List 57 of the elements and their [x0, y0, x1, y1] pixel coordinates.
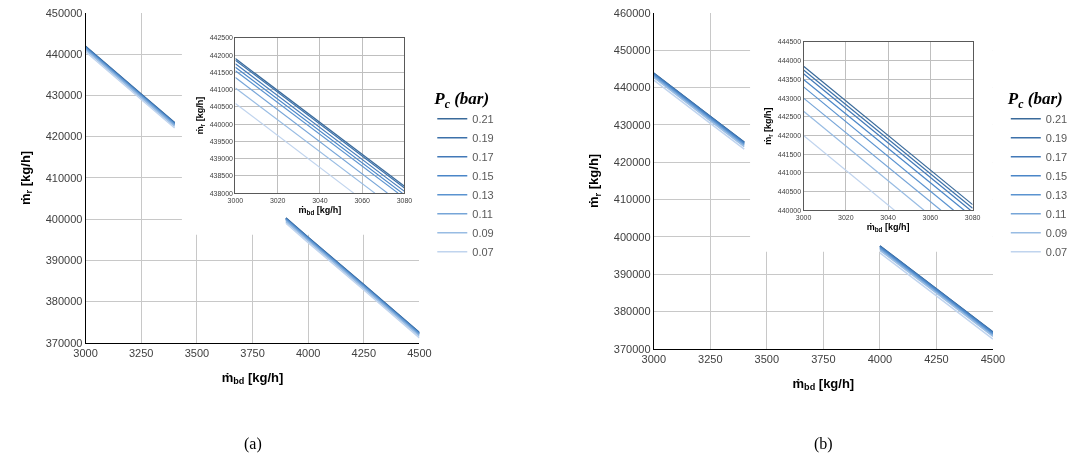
legend-label: 0.15 — [472, 170, 494, 183]
y-tick-label: 440000 — [613, 81, 651, 94]
legend-label: 0.11 — [1045, 208, 1067, 221]
y-tick-label: 390000 — [45, 254, 83, 267]
legend-label: 0.19 — [472, 132, 494, 145]
legend-label: 0.09 — [1045, 227, 1068, 240]
legend-label: 0.17 — [1045, 151, 1068, 164]
y-tick-label: 430000 — [613, 118, 651, 131]
x-axis-title: ṁ$_{bd}$ [kg/h] — [298, 205, 342, 217]
x-axis-title: ṁ$_{bd}$ [kg/h] — [866, 222, 910, 234]
y-tick-label: 400000 — [613, 230, 651, 243]
y-tick-label: 390000 — [613, 268, 651, 281]
y-tick-label: 370000 — [45, 336, 83, 349]
legend-label: 0.21 — [1045, 113, 1068, 126]
x-tick-label: 3500 — [184, 347, 210, 359]
legend-label: 0.07 — [472, 246, 494, 259]
y-tick-label: 460000 — [613, 6, 651, 19]
legend-label: 0.09 — [472, 227, 494, 240]
legend-label: 0.15 — [1045, 170, 1068, 183]
legend-title: P$_{c}$ (bar) — [1006, 89, 1063, 111]
x-tick-label: 4000 — [867, 353, 893, 366]
legend-label: 0.07 — [1045, 246, 1068, 259]
y-tick-label: 450000 — [613, 44, 651, 57]
x-tick-label: 4250 — [924, 353, 949, 366]
x-tick-label: 4500 — [980, 353, 1006, 366]
legend-title: P$_{c}$ (bar) — [433, 89, 490, 111]
x-tick-label: 3750 — [811, 353, 836, 366]
y-tick-label: 430000 — [45, 89, 83, 102]
x-tick-label: 3500 — [754, 353, 780, 366]
text: (a) — [244, 435, 262, 453]
x-tick-label: 3750 — [240, 347, 265, 359]
y-tick-label: 410000 — [613, 193, 651, 206]
x-tick-label: 3250 — [698, 353, 723, 366]
legend-label: 0.13 — [472, 189, 494, 202]
y-tick-label: 410000 — [45, 171, 83, 184]
x-tick-label: 3000 — [641, 353, 667, 366]
x-tick-label: 4250 — [351, 347, 377, 359]
y-tick-label: 420000 — [613, 156, 651, 169]
legend-label: 0.17 — [472, 151, 494, 164]
y-tick-label: 400000 — [45, 212, 83, 225]
legend-label: 0.19 — [1045, 132, 1068, 145]
legend-label: 0.13 — [1045, 189, 1068, 202]
legend-label: 0.21 — [472, 113, 494, 126]
x-axis-title: ṁ$_{bd}$ [kg/h] — [221, 369, 284, 387]
x-axis-title: ṁ$_{bd}$ [kg/h] — [792, 375, 855, 393]
y-tick-label: 380000 — [613, 305, 651, 318]
x-tick-label: 3250 — [129, 347, 154, 359]
y-tick-label: 450000 — [45, 6, 83, 19]
y-tick-label: 420000 — [45, 130, 83, 143]
y-tick-label: 370000 — [613, 342, 651, 355]
legend-label: 0.11 — [472, 208, 493, 221]
y-tick-label: 440000 — [45, 48, 83, 61]
x-tick-label: 3000 — [73, 347, 98, 359]
y-tick-label: 380000 — [45, 295, 83, 308]
text: (b) — [814, 435, 833, 453]
x-tick-label: 4000 — [295, 347, 321, 359]
x-tick-label: 4500 — [407, 347, 432, 359]
